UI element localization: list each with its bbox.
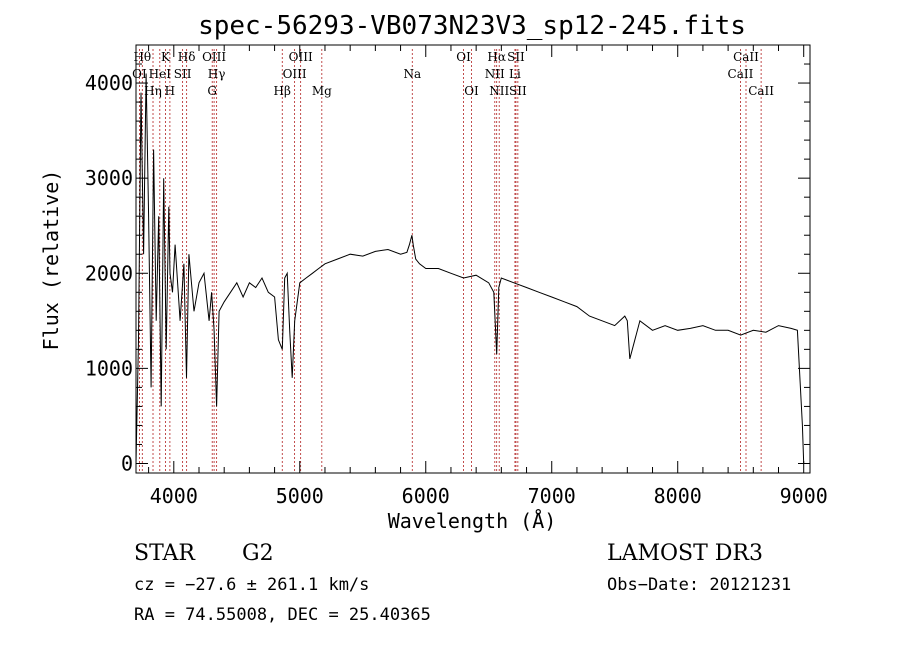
line-label-5: H — [165, 84, 175, 98]
x-tick-label-3: 7000 — [528, 484, 576, 508]
chart-title: spec-56293-VB073N23V3_sp12-245.fits — [198, 11, 746, 41]
y-tick-label-2: 2000 — [85, 261, 133, 285]
redshift-velocity: cz = −27.6 ± 261.1 km/s — [134, 575, 369, 595]
spectrum-series-line — [135, 73, 805, 464]
line-labels: OI Hθ Hη K HeI H SII Hδ OIII Hγ G Hβ OIII OIII Mg Na OI O… — [132, 50, 774, 98]
line-label-8: OIII — [202, 50, 226, 64]
y-axis-label: Flux (relative) — [39, 170, 63, 351]
x-tick-label-1: 5000 — [276, 484, 324, 508]
line-label-2: Hη — [144, 84, 162, 98]
survey-name: LAMOST DR3 — [607, 541, 763, 566]
x-tick-label-2: 6000 — [402, 484, 450, 508]
plot-frame — [135, 44, 811, 474]
line-label-26: CaII — [748, 84, 774, 98]
object-subclass: G2 — [242, 541, 274, 566]
line-label-13: OIII — [289, 50, 313, 64]
line-label-4: HeI — [149, 67, 172, 81]
line-label-11: Hβ — [274, 84, 291, 98]
x-tick-label-5: 9000 — [780, 484, 828, 508]
line-label-12: OIII — [283, 67, 307, 81]
y-tick-label-0: 0 — [121, 451, 133, 475]
line-label-23: SII — [509, 84, 527, 98]
x-tick-label-0: 4000 — [150, 484, 198, 508]
line-label-0: OI — [132, 67, 147, 81]
line-label-20: NII — [489, 84, 509, 98]
emission-lines — [139, 49, 762, 473]
x-axis-ticks: 4000 5000 6000 7000 8000 9000 — [148, 45, 828, 508]
line-label-24: CaII — [728, 67, 754, 81]
line-label-9: Hγ — [208, 67, 226, 81]
line-label-21: SII — [507, 50, 525, 64]
coordinates: RA = 74.55008, DEC = 25.40365 — [134, 605, 431, 625]
line-label-10: G — [207, 84, 217, 98]
line-label-16: OI — [456, 50, 471, 64]
line-label-25: CaII — [733, 50, 759, 64]
line-label-3: K — [161, 50, 171, 64]
y-tick-label-1: 1000 — [85, 356, 133, 380]
line-label-6: SII — [174, 67, 192, 81]
y-tick-label-4: 4000 — [85, 71, 133, 95]
x-tick-label-4: 8000 — [654, 484, 702, 508]
line-label-19: NII — [485, 67, 505, 81]
line-label-22: Li — [509, 67, 521, 81]
object-class: STAR — [134, 541, 196, 566]
y-tick-label-3: 3000 — [85, 166, 133, 190]
observation-date: Obs−Date: 20121231 — [607, 575, 791, 595]
x-axis-label: Wavelength (Å) — [388, 509, 557, 533]
line-label-7: Hδ — [178, 50, 196, 64]
y-axis-ticks: 0 1000 2000 3000 4000 — [85, 44, 810, 475]
line-label-18: Hα — [487, 50, 506, 64]
line-label-15: Na — [403, 67, 421, 81]
line-label-17: OI — [464, 84, 479, 98]
line-label-14: Mg — [312, 84, 332, 98]
line-label-1: Hθ — [133, 50, 151, 64]
